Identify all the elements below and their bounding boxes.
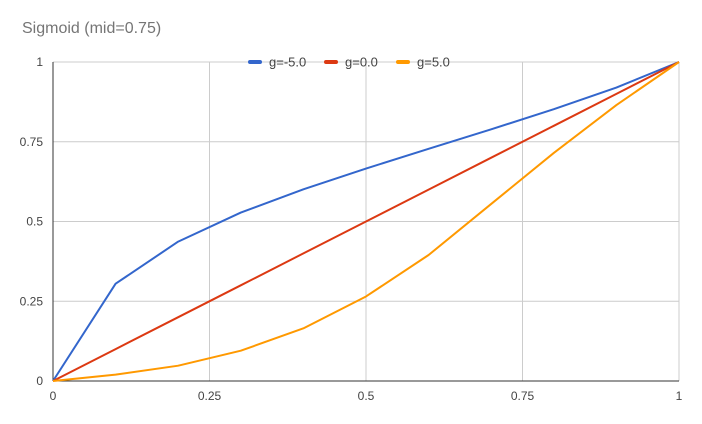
series-line-g=5.0 xyxy=(52,61,680,382)
x-tick-label: 0.5 xyxy=(358,389,375,403)
y-tick-label: 0.25 xyxy=(20,294,44,308)
x-tick-label: 0 xyxy=(50,389,57,403)
axes xyxy=(52,62,679,382)
legend-label: g=5.0 xyxy=(417,55,450,70)
legend-label: g=-5.0 xyxy=(269,55,306,70)
chart-title: Sigmoid (mid=0.75) xyxy=(22,20,162,37)
x-tick-label: 0.75 xyxy=(511,389,535,403)
series-lines xyxy=(52,61,680,382)
series-line-g=0.0 xyxy=(52,61,680,382)
series-line-g=-5.0 xyxy=(52,61,680,382)
y-tick-label: 1 xyxy=(36,55,43,69)
x-axis-ticks: 0 0.25 0.5 0.75 1 xyxy=(50,389,683,403)
legend-item: g=-5.0 xyxy=(248,55,306,70)
y-tick-label: 0.5 xyxy=(26,215,43,229)
x-tick-label: 1 xyxy=(676,389,683,403)
y-axis-ticks: 0 0.25 0.5 0.75 1 xyxy=(20,55,44,388)
legend: g=-5.0 g=0.0 g=5.0 xyxy=(248,55,450,70)
y-tick-label: 0 xyxy=(36,374,43,388)
x-tick-label: 0.25 xyxy=(198,389,222,403)
legend-label: g=0.0 xyxy=(345,55,378,70)
y-tick-label: 0.75 xyxy=(20,135,44,149)
legend-item: g=5.0 xyxy=(396,55,450,70)
legend-item: g=0.0 xyxy=(324,55,378,70)
